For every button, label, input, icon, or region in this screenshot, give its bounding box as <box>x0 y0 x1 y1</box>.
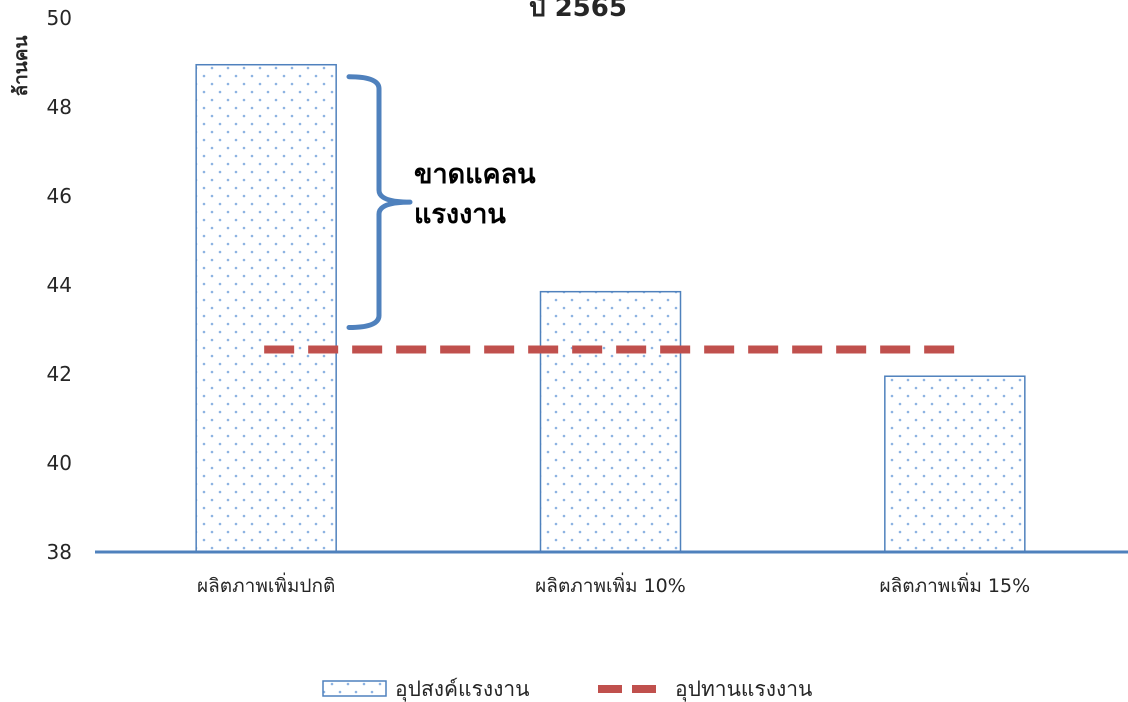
shortage-label-line-2: แรงงาน <box>414 199 506 230</box>
y-tick-label: 42 <box>47 362 72 386</box>
bar-demand <box>195 63 337 553</box>
y-tick-label: 46 <box>47 184 72 208</box>
y-tick-label: 38 <box>47 540 72 564</box>
shortage-label-line-1: ขาดแคลน <box>414 159 536 190</box>
bar-series <box>195 63 1026 553</box>
y-axis-ticks: 38 40 42 44 46 48 50 <box>47 6 72 564</box>
y-axis-label: ล้านคน <box>10 35 32 96</box>
legend-demand-swatch <box>322 680 387 697</box>
category-label: ผลิตภาพเพิ่ม 10% <box>535 572 686 597</box>
category-labels: ผลิตภาพเพิ่มปกติ ผลิตภาพเพิ่ม 10% ผลิตภาพเ… <box>197 572 1030 597</box>
y-tick-label: 40 <box>47 451 72 475</box>
chart-title: ปี 2565 <box>528 0 627 23</box>
bar-demand <box>539 290 682 553</box>
y-tick-label: 48 <box>47 95 72 119</box>
shortage-bracket <box>346 74 413 331</box>
legend-demand-label: อุปสงค์แรงงาน <box>395 677 530 702</box>
legend-supply-label: อุปทานแรงงาน <box>675 677 812 702</box>
y-tick-label: 44 <box>47 273 72 297</box>
legend: อุปสงค์แรงงาน อุปทานแรงงาน <box>322 677 812 702</box>
y-tick-label: 50 <box>47 6 72 30</box>
category-label: ผลิตภาพเพิ่มปกติ <box>197 572 335 597</box>
category-label: ผลิตภาพเพิ่ม 15% <box>880 572 1031 597</box>
bar-demand <box>884 375 1026 553</box>
